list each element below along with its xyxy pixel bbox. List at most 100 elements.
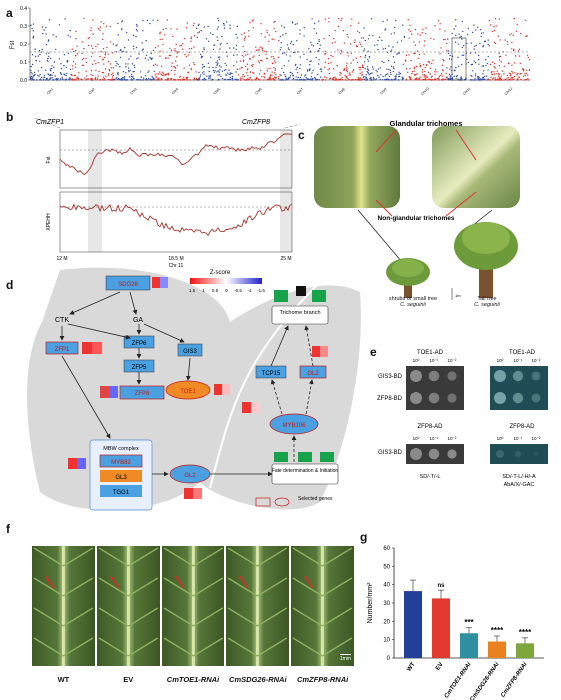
leaf-photo: 1mm (291, 546, 354, 666)
yeast-spot (534, 452, 538, 456)
zfp8-bd-label: ZFP8-BD (377, 396, 403, 402)
gene-toe1 (165, 380, 211, 400)
x-tick-label: CmSDG26-RNAi (469, 661, 500, 700)
bar (488, 641, 506, 658)
fst-tick-label: 0.4 (20, 6, 27, 12)
gene-gl3 (100, 470, 142, 482)
x-tick-label: CmZFP8-RNAi (500, 661, 529, 698)
dilution-label: 10⁻² (448, 358, 457, 363)
chromosome-label: Chr4 (171, 87, 179, 95)
fate-box (271, 463, 339, 485)
yeast-spot (447, 449, 457, 459)
chromosome-label: Chr12 (504, 86, 514, 96)
zscore-tick: -1 (247, 288, 251, 293)
chromosome-label: Chr1 (46, 87, 54, 95)
yeast-assay-panel: TOE1-AD TOE1-AD 10⁰ 10⁻¹ 10⁻² 10⁰ 10⁻¹ 10⁻² G… (377, 350, 548, 488)
chromosome-label: Chr5 (213, 87, 221, 95)
zfp1-highlight (88, 130, 102, 252)
fst-tick-label: 0.3 (20, 24, 27, 30)
yeast-spot (512, 392, 524, 404)
panel-letter-b: b (6, 110, 14, 124)
yeast-spot (410, 392, 422, 404)
yeast-spot (410, 370, 422, 382)
svg-text:TOE1-AD: TOE1-AD (509, 350, 536, 356)
dilution-label: 10⁻¹ (430, 358, 439, 363)
zscore-title: Z-score (210, 270, 231, 276)
leaf-photo-strip: 1mm (32, 546, 354, 666)
dilution-label: 10⁻¹ (514, 436, 523, 441)
dilution-label: 10⁻² (532, 358, 541, 363)
svg-text:TGG1: TGG1 (113, 490, 130, 496)
trichome-density-chart: Number/mm² 0 10 20 30 40 50 60 WT ns EV *** CmTOE1-R… (367, 546, 544, 700)
gene-sdg26 (105, 275, 151, 291)
panel-letter-e: e (370, 345, 377, 359)
x-tick-label: WT (406, 661, 416, 672)
zfp8-highlight (280, 130, 292, 252)
tall-tree-label: Tall tree C. seguinii (474, 296, 500, 308)
x-label-chr: Chr 11 (169, 263, 184, 269)
dilution-label: 10⁻¹ (430, 436, 439, 441)
dilution-label: 10⁰ (413, 436, 420, 441)
zscore-tick: 0 (225, 288, 228, 293)
leaf-photo (32, 546, 95, 666)
xpehh-curve (59, 203, 293, 237)
svg-text:GL2: GL2 (307, 371, 319, 377)
medium-right-2: AbA/X/-GAC (504, 482, 535, 488)
fst-tick-label: 0.0 (20, 78, 27, 84)
y-tick-label: 10 (383, 638, 390, 644)
chromosome-labels: Chr1 Chr2 Chr3 Chr4 Chr5 Chr6 Chr7 Chr8 Chr9 Chr1… (46, 86, 513, 96)
svg-text:ZFP6: ZFP6 (132, 341, 147, 347)
gis3-bd-label: GIS3-BD (378, 374, 403, 380)
significance-mark: **** (491, 626, 504, 635)
y-tick-label: 30 (383, 601, 390, 607)
y-tick-label: 20 (383, 619, 390, 625)
mbw-label: MBW complex (103, 446, 139, 452)
significance-mark: *** (464, 618, 474, 627)
svg-text:ZFP1: ZFP1 (55, 347, 70, 353)
leaf-photo-label: CmTOE1-RNAi (166, 675, 220, 684)
zscore-tick: -1.5 (257, 288, 265, 293)
chromosome-label: Chr10 (420, 86, 430, 96)
y-axis-label: Number/mm² (367, 582, 374, 624)
chromosome-label: Chr7 (296, 87, 304, 95)
bar (432, 598, 450, 658)
trichome-branch-box (271, 305, 329, 325)
significance-mark: ns (437, 583, 445, 589)
dilution-label: 10⁻² (532, 436, 541, 441)
dilution-label: 10⁰ (497, 436, 504, 441)
glandular-label: Glandular trichomes (390, 119, 463, 128)
fst-track-label: Fst (46, 156, 52, 164)
yeast-spot (512, 370, 524, 382)
svg-text:GL2: GL2 (184, 473, 196, 479)
fate-label: Fate determination & Initiation (272, 468, 339, 474)
gis3-bd-label-2: GIS3-BD (378, 450, 403, 456)
svg-text:ZFP8-AD: ZFP8-AD (417, 424, 443, 430)
yeast-spot (428, 448, 440, 460)
panel-letter-c: c (298, 128, 305, 142)
yeast-spot (410, 448, 422, 460)
highlight-box (451, 37, 467, 81)
gene-tgg1 (100, 485, 142, 497)
trichome-panel: Glandular trichomes Non-glandular tricho… (314, 119, 520, 300)
fst-axis-label: Fst (10, 41, 16, 50)
gene-gis3 (177, 343, 203, 357)
yeast-spot (447, 371, 457, 381)
y-tick-label: 60 (383, 546, 390, 552)
x-label-18m: 18.5 M (168, 256, 183, 262)
bar (460, 633, 478, 658)
medium-left: SD/-T/-L (420, 474, 441, 480)
chromosome-label: Chr2 (88, 87, 96, 95)
glandular-photo-1 (314, 126, 400, 208)
yeast-spot (515, 451, 521, 457)
leaf-photo (226, 546, 290, 666)
svg-text:ZFP8: ZFP8 (135, 391, 150, 397)
chromosome-label: Chr3 (129, 87, 137, 95)
fst-tick-label: 0.1 (20, 60, 27, 66)
x-label-25m: 25 M (280, 256, 291, 262)
significance-mark: **** (519, 628, 532, 637)
panel-letter-f: f (6, 522, 10, 536)
pathway-diagram: Z-score 1.5 1 0.5 0 -0.5 -1 -1.5 SDG26 CTK GA … (27, 267, 361, 511)
y-tick-label: 0 (387, 656, 391, 662)
yeast-spot (494, 392, 506, 404)
gene-zfp8 (119, 385, 165, 400)
